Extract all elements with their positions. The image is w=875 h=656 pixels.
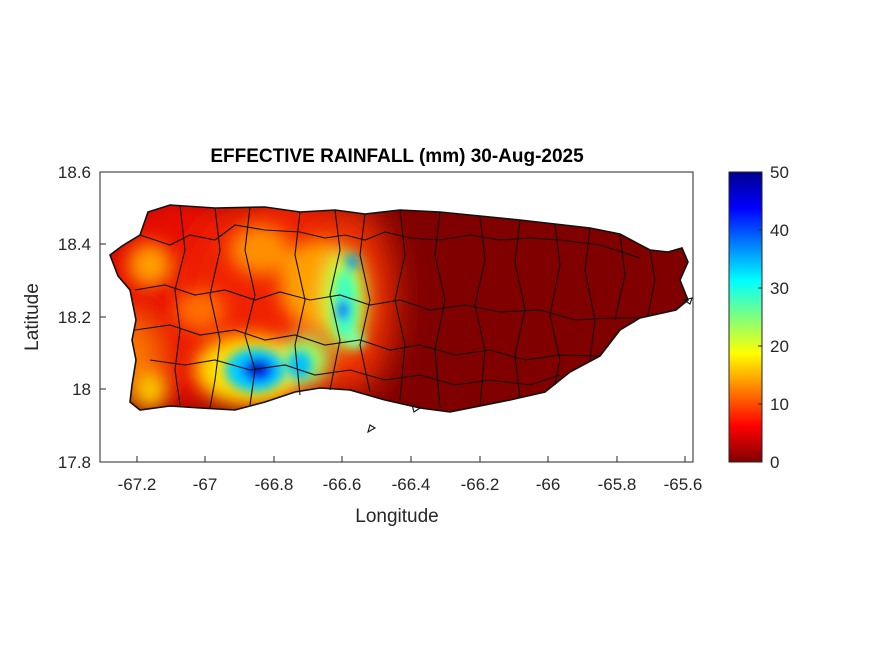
y-tick-label: 17.8 (58, 453, 91, 472)
y-tick-label: 18.6 (58, 163, 91, 182)
y-tick-label: 18 (72, 380, 91, 399)
x-tick-label: -66 (536, 475, 561, 494)
x-tick-label: -66.4 (392, 475, 431, 494)
y-tick-label: 18.4 (58, 235, 91, 254)
y-tick-label: 18.2 (58, 308, 91, 327)
colorbar-tick-label: 10 (770, 395, 789, 414)
x-axis-label: Longitude (355, 506, 438, 527)
x-tick-label: -67.2 (118, 475, 157, 494)
chart-title: EFFECTIVE RAINFALL (mm) 30-Aug-2025 (210, 146, 584, 167)
x-tick-label: -66.8 (255, 475, 294, 494)
y-axis: 18.6 18.4 18.2 18 17.8 Latitude (22, 163, 106, 472)
x-tick-label: -65.8 (598, 475, 637, 494)
colorbar-tick-label: 30 (770, 279, 789, 298)
x-tick-label: -66.6 (323, 475, 362, 494)
colorbar-tick-label: 0 (770, 453, 779, 472)
x-axis: -67.2 -67 -66.8 -66.6 -66.4 -66.2 -66 -6… (118, 456, 703, 527)
x-tick-label: -66.2 (461, 475, 500, 494)
x-tick-label: -67 (193, 475, 218, 494)
colorbar: 50 40 30 20 10 0 (728, 163, 789, 472)
colorbar-gradient (728, 171, 763, 463)
x-tick-label: -65.6 (664, 475, 703, 494)
colorbar-tick-label: 40 (770, 221, 789, 240)
colorbar-tick-label: 50 (770, 163, 789, 182)
y-axis-label: Latitude (22, 283, 43, 351)
colorbar-tick-label: 20 (770, 337, 789, 356)
municipal-boundaries (109, 204, 693, 434)
